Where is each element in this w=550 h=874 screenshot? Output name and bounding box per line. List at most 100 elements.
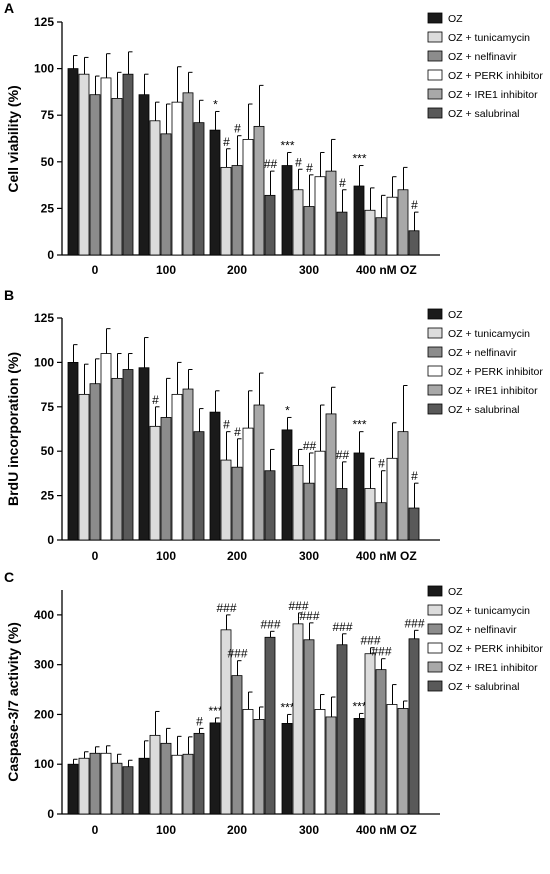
bar <box>386 196 398 256</box>
significance-label: ### <box>260 617 280 631</box>
significance-label: *** <box>208 704 222 718</box>
bar <box>89 383 101 541</box>
bar <box>264 470 276 541</box>
significance-label: # <box>339 176 346 190</box>
bar <box>193 732 205 815</box>
legend-swatch <box>427 69 443 81</box>
bar <box>231 466 243 541</box>
bar <box>182 388 194 541</box>
bar <box>242 427 254 541</box>
legend-label: OZ + nelfinavir <box>448 624 517 636</box>
bar <box>89 94 101 256</box>
significance-label: ### <box>216 601 236 615</box>
x-tick-label: 400 nM OZ <box>356 549 417 563</box>
y-axis-title: Caspase-3/7 activity (%) <box>5 622 21 782</box>
significance-label: # <box>234 122 241 136</box>
panel-letter: B <box>4 287 14 303</box>
bar <box>281 723 293 815</box>
x-tick-label: 300 <box>299 549 319 563</box>
legend-swatch <box>427 680 443 692</box>
legend-label: OZ + IRE1 inhibitor <box>448 89 538 101</box>
significance-label: # <box>411 198 418 212</box>
significance-label: # <box>152 393 159 407</box>
panel-c: C Caspase-3/7 activity (%) 0 100 200 300 400 **… <box>4 569 543 837</box>
bar <box>220 166 232 256</box>
legend-swatch <box>427 403 443 415</box>
significance-label: *** <box>280 138 294 152</box>
bar <box>353 718 365 815</box>
y-tick-label: 400 <box>34 608 54 622</box>
legend-swatch <box>427 327 443 339</box>
bar <box>100 353 112 541</box>
significance-label: ### <box>299 609 319 623</box>
bar <box>138 94 150 256</box>
y-tick-label: 125 <box>34 15 54 29</box>
legend-label: OZ + nelfinavir <box>448 51 517 63</box>
significance-label: ### <box>288 599 308 613</box>
legend-swatch <box>427 661 443 673</box>
legend-label: OZ + tunicamycin <box>448 32 530 44</box>
bar <box>281 165 293 256</box>
bar <box>220 459 232 541</box>
bar <box>149 425 161 541</box>
legend-label: OZ <box>448 586 463 598</box>
bar <box>231 165 243 256</box>
legend-swatch <box>427 365 443 377</box>
significance-label: ## <box>336 448 350 462</box>
bar <box>264 194 276 256</box>
x-tick-label: 300 <box>299 823 319 837</box>
legend-label: OZ + tunicamycin <box>448 605 530 617</box>
bar <box>253 125 265 256</box>
significance-label: ### <box>227 647 247 661</box>
bar <box>171 754 183 815</box>
bar <box>122 369 134 541</box>
bar <box>408 230 420 256</box>
y-axis-title: Cell viability (%) <box>5 85 21 192</box>
significance-label: # <box>378 457 385 471</box>
legend-swatch <box>427 50 443 62</box>
bar <box>242 139 254 256</box>
bar <box>138 367 150 541</box>
legend-label: OZ + PERK inhibitor <box>448 70 543 82</box>
legend: OZ OZ + tunicamycin OZ + nelfinavir OZ + PE… <box>427 308 543 416</box>
y-tick-label: 100 <box>34 62 54 76</box>
bar <box>364 653 376 815</box>
bar <box>397 431 409 541</box>
bar <box>325 170 337 256</box>
bar <box>171 101 183 256</box>
legend-label: OZ + IRE1 inhibitor <box>448 662 538 674</box>
y-tick-label: 75 <box>41 400 55 414</box>
bar <box>281 429 293 541</box>
y-axis-title: BrdU incorporation (%) <box>5 352 21 506</box>
x-tick-label: 200 <box>227 549 247 563</box>
y-tick-label: 50 <box>41 155 55 169</box>
panel-letter: A <box>4 0 14 16</box>
significance-label: ## <box>264 157 278 171</box>
bar <box>314 709 326 815</box>
legend: OZ OZ + tunicamycin OZ + nelfinavir OZ + PE… <box>427 12 543 120</box>
legend-label: OZ + salubrinal <box>448 404 520 416</box>
bar <box>171 393 183 541</box>
bar <box>364 488 376 541</box>
significance-label: *** <box>352 152 366 166</box>
significance-label: ### <box>332 620 352 634</box>
legend-swatch <box>427 12 443 24</box>
legend-swatch <box>427 384 443 396</box>
legend-swatch <box>427 88 443 100</box>
legend-label: OZ + IRE1 inhibitor <box>448 385 538 397</box>
y-tick-label: 300 <box>34 658 54 672</box>
bar <box>292 623 304 815</box>
x-tick-label: 300 <box>299 263 319 277</box>
y-tick-label: 0 <box>47 248 54 262</box>
legend-label: OZ <box>448 13 463 25</box>
bar <box>303 482 315 541</box>
bar <box>325 716 337 815</box>
bar <box>160 742 172 815</box>
bar <box>314 450 326 541</box>
bar <box>111 377 123 541</box>
legend-swatch <box>427 31 443 43</box>
bar <box>111 762 123 815</box>
y-tick-label: 200 <box>34 707 54 721</box>
